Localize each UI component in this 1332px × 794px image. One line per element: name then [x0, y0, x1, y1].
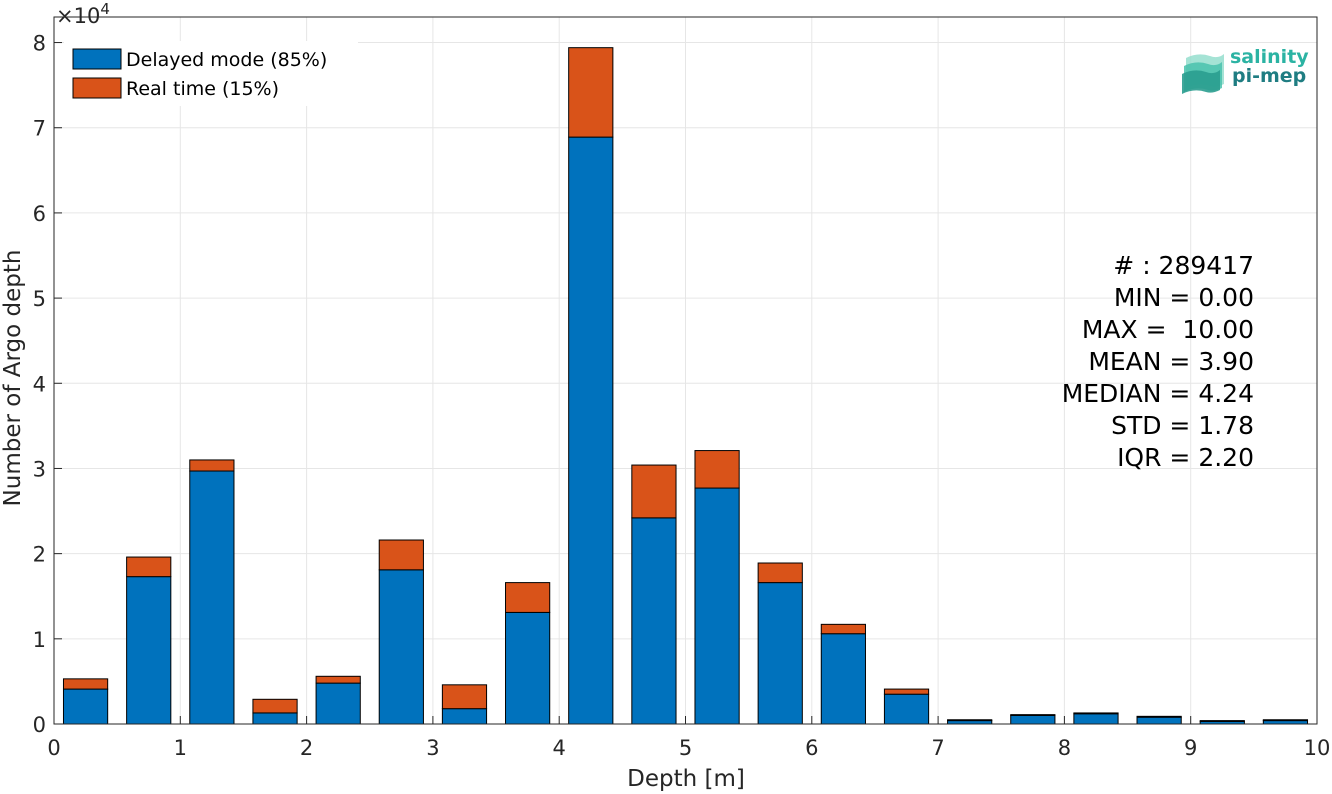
bar-delayed-mode [378, 569, 424, 725]
y-exponent-label: ×104 [56, 0, 110, 28]
stat-iqr: IQR = 2.20 [1117, 443, 1254, 472]
bar-real-time [631, 464, 677, 519]
bar-real-time [252, 698, 298, 714]
bar-real-time [757, 562, 803, 584]
bar-delayed-mode [189, 470, 235, 725]
bar-delayed-mode [315, 682, 361, 725]
bar-delayed-mode [1073, 713, 1119, 725]
bar-real-time [378, 539, 424, 571]
y-tick-label: 8 [33, 32, 46, 56]
bar-real-time [947, 719, 993, 722]
stat-count: # : 289417 [1113, 251, 1254, 280]
x-tick-label: 9 [1184, 736, 1197, 760]
legend: Delayed mode (85%) Real time (15%) [64, 41, 358, 106]
bar-delayed-mode [947, 720, 993, 725]
stat-max: MAX = 10.00 [1082, 315, 1254, 344]
x-tick-label: 6 [805, 736, 818, 760]
bar-delayed-mode [1262, 720, 1309, 725]
x-tick-label: 5 [679, 736, 692, 760]
x-axis-label: Depth [m] [627, 766, 745, 792]
salinity-pimep-logo: salinity pi-mep [1182, 46, 1309, 94]
y-tick-label: 4 [33, 372, 46, 396]
bar-delayed-mode [1136, 716, 1182, 725]
y-tick-label: 2 [33, 543, 46, 567]
x-tick-label: 7 [931, 736, 944, 760]
x-tick-label: 2 [300, 736, 313, 760]
axis-ticks: 0 1 2 3 4 5 6 7 8 9 10 0 1 2 3 4 5 6 7 8 [33, 32, 1331, 760]
stat-mean: MEAN = 3.90 [1088, 347, 1254, 376]
bar-delayed-mode [126, 576, 172, 725]
logo-text-salinity: salinity [1230, 46, 1309, 68]
bar-delayed-mode [505, 611, 551, 725]
x-tick-label: 4 [553, 736, 566, 760]
bar-delayed-mode [62, 688, 109, 725]
bar-delayed-mode [883, 693, 930, 725]
bar-real-time [883, 688, 930, 695]
legend-swatch-realtime [72, 77, 122, 99]
bar-real-time [1010, 714, 1056, 716]
bar-real-time [315, 675, 361, 684]
bar-real-time [126, 556, 172, 578]
y-tick-label: 1 [33, 628, 46, 652]
bar-real-time [1199, 720, 1245, 722]
legend-swatch-delayed [72, 48, 122, 70]
y-tick-label: 3 [33, 457, 46, 481]
bar-real-time [505, 582, 551, 613]
bar-real-time [1136, 715, 1182, 718]
y-axis-label: Number of Argo depth [0, 250, 26, 507]
bar-delayed-mode [568, 136, 614, 725]
bar-delayed-mode [441, 708, 488, 725]
legend-label-realtime: Real time (15%) [126, 78, 279, 100]
bar-delayed-mode [694, 487, 740, 725]
y-tick-label: 0 [33, 713, 46, 737]
bar-delayed-mode [757, 582, 803, 725]
x-tick-label: 3 [426, 736, 439, 760]
bars [62, 47, 1309, 725]
stat-std: STD = 1.78 [1111, 411, 1254, 440]
stat-min: MIN = 0.00 [1114, 283, 1254, 312]
stats-annotation: # : 289417 MIN = 0.00 MAX = 10.00 MEAN =… [1062, 251, 1254, 472]
bar-real-time [1262, 719, 1309, 722]
x-tick-label: 8 [1058, 736, 1071, 760]
bar-real-time [1073, 712, 1119, 715]
bar-real-time [441, 684, 488, 710]
stat-median: MEDIAN = 4.24 [1062, 379, 1254, 408]
bar-delayed-mode [631, 517, 677, 725]
y-tick-label: 5 [33, 287, 46, 311]
bar-delayed-mode [252, 712, 298, 725]
x-tick-label: 10 [1304, 736, 1331, 760]
x-tick-label: 1 [174, 736, 187, 760]
bar-real-time [694, 450, 740, 489]
bar-delayed-mode [1010, 714, 1056, 725]
bar-delayed-mode [820, 633, 866, 725]
bar-real-time [189, 459, 235, 472]
y-tick-label: 6 [33, 202, 46, 226]
wave-logo-icon [1182, 54, 1224, 94]
bar-real-time [820, 623, 866, 635]
y-tick-label: 7 [33, 117, 46, 141]
x-tick-label: 0 [47, 736, 60, 760]
logo-text-pimep: pi-mep [1232, 65, 1306, 87]
bar-real-time [62, 678, 109, 690]
bar-real-time [568, 47, 614, 138]
legend-label-delayed: Delayed mode (85%) [126, 49, 327, 71]
